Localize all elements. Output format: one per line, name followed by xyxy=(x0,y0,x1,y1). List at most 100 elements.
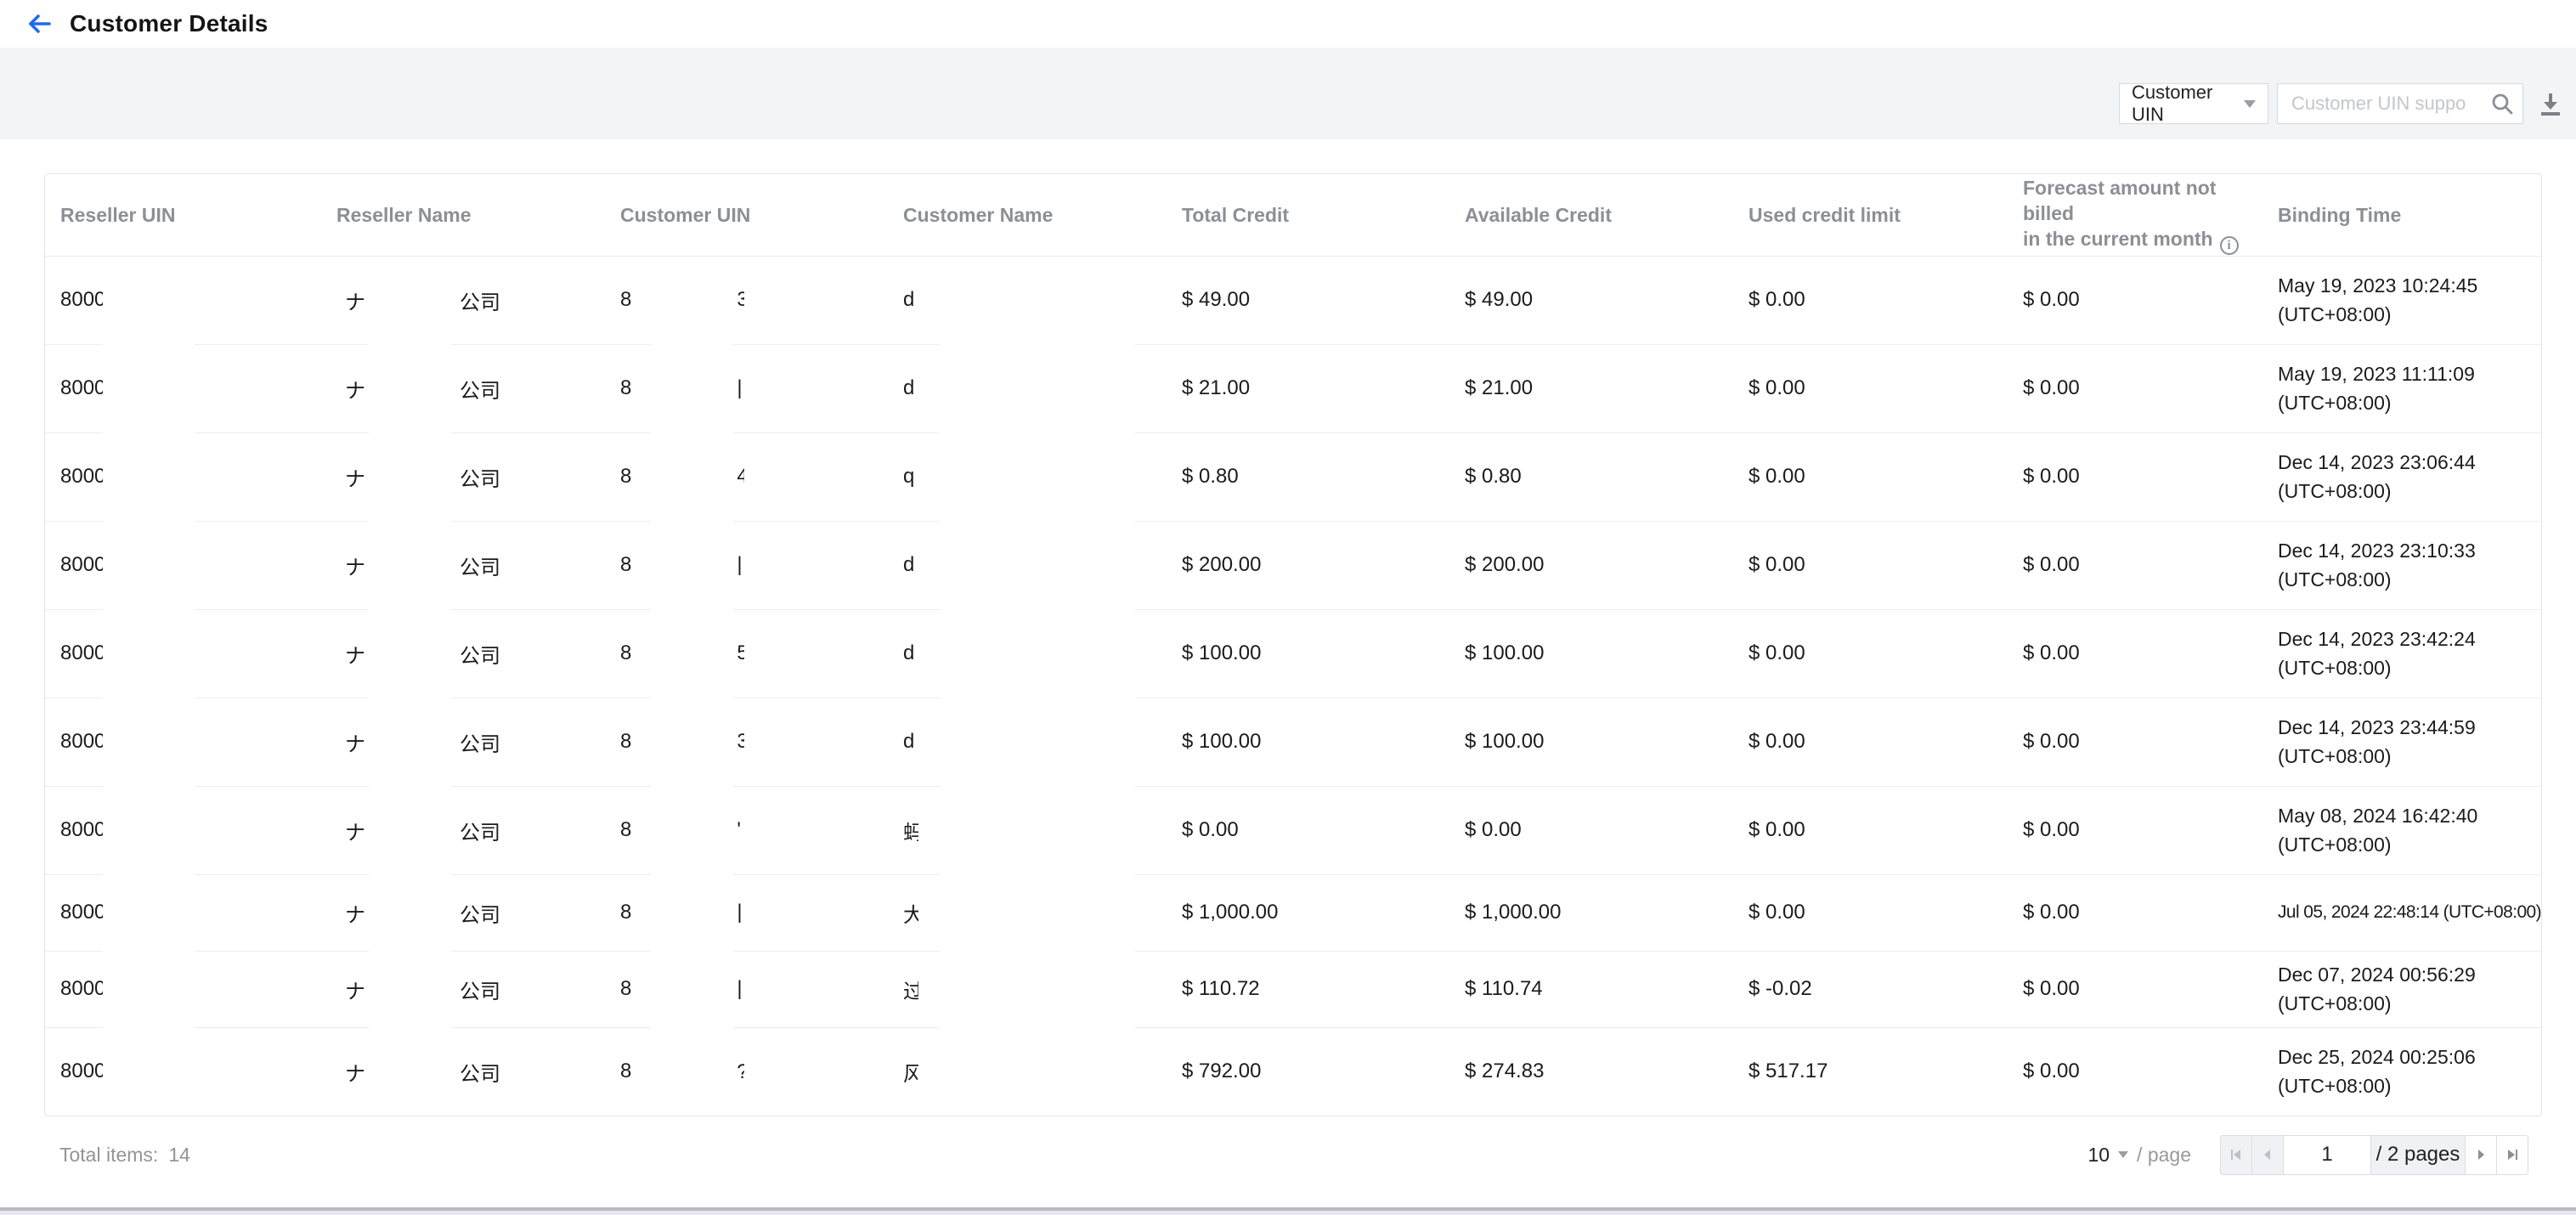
cell-forecast-amount: $ 0.00 xyxy=(2023,1060,2080,1083)
cell-total-credit: $ 0.80 xyxy=(1167,432,1449,522)
table-row: 8000 ナ公司 8? 风 $ 792.00 $ 274.83 $ 517.17… xyxy=(45,1027,2541,1116)
cell-total-credit: $ 110.72 xyxy=(1167,951,1449,1028)
table-row: 8000 ナ公司 8 | d $ 21.00 $ 21.00 $ 0.00 $ 0… xyxy=(45,344,2541,434)
cell-binding-time: Dec 07, 2024 00:56:29 (UTC+08:00) xyxy=(2262,951,2541,1028)
col-header-binding-time: Binding Time xyxy=(2262,174,2541,257)
cell-reseller-uin: 8000 xyxy=(45,874,321,952)
cell-binding-time: Jul 05, 2024 22:48:14 (UTC+08:00) xyxy=(2262,874,2541,952)
cell-forecast-amount: $ 0.00 xyxy=(2008,521,2262,610)
table-row: 8000 ナ公司 8' 蚂 $ 0.00 $ 0.00 $ 0.00 $ 0.0… xyxy=(45,786,2541,876)
cell-customer-uin: 8? xyxy=(605,1027,888,1116)
redaction-mask xyxy=(940,889,1135,952)
search-box xyxy=(2277,83,2523,124)
first-page-button[interactable] xyxy=(2220,1134,2252,1175)
redaction-mask xyxy=(940,547,1135,611)
redaction-mask xyxy=(651,636,733,699)
cell-available-credit: $ 274.83 xyxy=(1465,1060,1545,1083)
redaction-mask xyxy=(103,889,195,952)
pagination: 10 / page 1 / 2 pages xyxy=(2087,1134,2528,1175)
redaction-mask xyxy=(103,724,195,788)
total-items-value: 14 xyxy=(168,1143,190,1166)
redaction-mask xyxy=(651,724,733,788)
cell-customer-uin: 83 xyxy=(605,698,888,788)
cell-used-credit-limit: $ 0.00 xyxy=(1733,432,2008,522)
filter-field-select[interactable]: Customer UIN xyxy=(2119,82,2268,125)
cell-customer-uin: 8 | xyxy=(605,951,888,1029)
search-input[interactable] xyxy=(2277,83,2523,124)
cell-binding-time: Dec 14, 2023 23:44:59 (UTC+08:00) xyxy=(2262,698,2541,787)
per-page-label: / page xyxy=(2137,1143,2191,1166)
cell-reseller-name: ナ公司 xyxy=(321,432,605,523)
redaction-mask xyxy=(940,965,1135,1029)
table-row: 8000 ナ公司 8| 大 $ 1,000.00 $ 1,000.00 $ 0.… xyxy=(45,874,2541,952)
cell-total-credit: $ 49.00 xyxy=(1167,256,1449,345)
chevron-down-icon xyxy=(2118,1151,2129,1158)
redaction-mask xyxy=(103,1054,195,1116)
cell-forecast-amount: $ 0.00 xyxy=(2008,344,2262,433)
next-page-button[interactable] xyxy=(2465,1134,2497,1175)
cell-forecast-amount: $ 0.00 xyxy=(2008,786,2262,875)
cell-forecast-amount: $ 0.00 xyxy=(2008,256,2262,345)
download-icon[interactable] xyxy=(2537,90,2564,122)
cell-reseller-name: ナ公司 xyxy=(321,698,605,788)
back-arrow-icon[interactable] xyxy=(22,7,56,41)
col-header-forecast: Forecast amount not billed in the curren… xyxy=(2008,174,2262,257)
redaction-mask xyxy=(103,636,195,699)
cell-used-credit-limit: $ 517.17 xyxy=(1748,1060,1828,1083)
cell-reseller-name: ナ公司 xyxy=(321,521,605,611)
cell-binding-time: Dec 14, 2023 23:42:24 (UTC+08:00) xyxy=(2262,609,2541,698)
table-card: Reseller UIN Reseller Name Customer UIN … xyxy=(44,173,2542,1116)
redaction-mask xyxy=(103,965,195,1029)
cell-total-credit: $ 200.00 xyxy=(1167,521,1449,610)
table-row: 8000 ナ公司 83 d $ 100.00 $ 100.00 $ 0.00 $… xyxy=(45,698,2541,788)
redaction-mask xyxy=(651,370,733,434)
cell-customer-uin: 85 xyxy=(605,609,888,699)
cell-available-credit: $ 0.80 xyxy=(1449,432,1733,522)
content-area: Reseller UIN Reseller Name Customer UIN … xyxy=(0,173,2576,1181)
cell-binding-time: Dec 14, 2023 23:10:33 (UTC+08:00) xyxy=(2262,521,2541,610)
prev-page-button[interactable] xyxy=(2251,1134,2284,1175)
last-page-button[interactable] xyxy=(2496,1134,2528,1175)
page-size-value: 10 xyxy=(2087,1143,2110,1166)
table-row: 8000 ナ公司 84 q $ 0.80 $ 0.80 $ 0.00 $ 0.0… xyxy=(45,432,2541,523)
current-page-input[interactable]: 1 xyxy=(2283,1134,2371,1175)
cell-forecast-amount: $ 0.00 xyxy=(2008,874,2262,952)
redaction-mask xyxy=(940,282,1135,346)
cell-total-credit: $ 100.00 xyxy=(1167,698,1449,787)
cell-binding-time: Dec 25, 2024 00:25:06 (UTC+08:00) xyxy=(2278,1046,2476,1098)
cell-customer-name: d xyxy=(888,521,1167,611)
cell-available-credit: $ 110.74 xyxy=(1449,951,1733,1028)
pager-group: 1 / 2 pages xyxy=(2220,1134,2528,1175)
redaction-mask xyxy=(940,724,1135,788)
info-icon[interactable]: i xyxy=(2219,235,2239,255)
cell-total-credit: $ 21.00 xyxy=(1167,344,1449,433)
cell-available-credit: $ 100.00 xyxy=(1449,609,1733,698)
table-header-row: Reseller UIN Reseller Name Customer UIN … xyxy=(45,174,2541,257)
redaction-mask xyxy=(940,459,1135,523)
table-row: 8000 ナ公司 83 d $ 49.00 $ 49.00 $ 0.00 $ 0… xyxy=(45,256,2541,346)
page-size-select[interactable]: 10 xyxy=(2087,1143,2129,1167)
cell-used-credit-limit: $ -0.02 xyxy=(1733,951,2008,1028)
topbar: Customer Details xyxy=(0,0,2576,48)
cell-reseller-uin: 8000 xyxy=(45,521,321,611)
cell-reseller-name: ナ公司 xyxy=(321,256,605,346)
redaction-mask xyxy=(651,282,733,346)
cell-customer-name: 蚂 xyxy=(888,786,1167,876)
cell-available-credit: $ 49.00 xyxy=(1449,256,1733,345)
cell-used-credit-limit: $ 0.00 xyxy=(1733,344,2008,433)
search-icon[interactable] xyxy=(2489,91,2515,121)
redaction-mask xyxy=(103,547,195,611)
cell-binding-time: May 19, 2023 11:11:09 (UTC+08:00) xyxy=(2262,344,2541,433)
cell-reseller-name: ナ公司 xyxy=(321,609,605,699)
col-header-reseller-uin: Reseller UIN xyxy=(45,174,321,257)
cell-reseller-uin: 8000 xyxy=(45,786,321,876)
cell-reseller-uin: 8000 xyxy=(45,698,321,788)
cell-used-credit-limit: $ 0.00 xyxy=(1733,256,2008,345)
cell-total-credit: $ 792.00 xyxy=(1182,1060,1262,1083)
redaction-mask xyxy=(369,370,451,434)
redaction-mask xyxy=(103,370,195,434)
total-items: Total items: 14 xyxy=(59,1144,190,1167)
redaction-mask xyxy=(651,547,733,611)
cell-reseller-uin: 8000 xyxy=(45,344,321,434)
cell-total-credit: $ 1,000.00 xyxy=(1167,874,1449,952)
